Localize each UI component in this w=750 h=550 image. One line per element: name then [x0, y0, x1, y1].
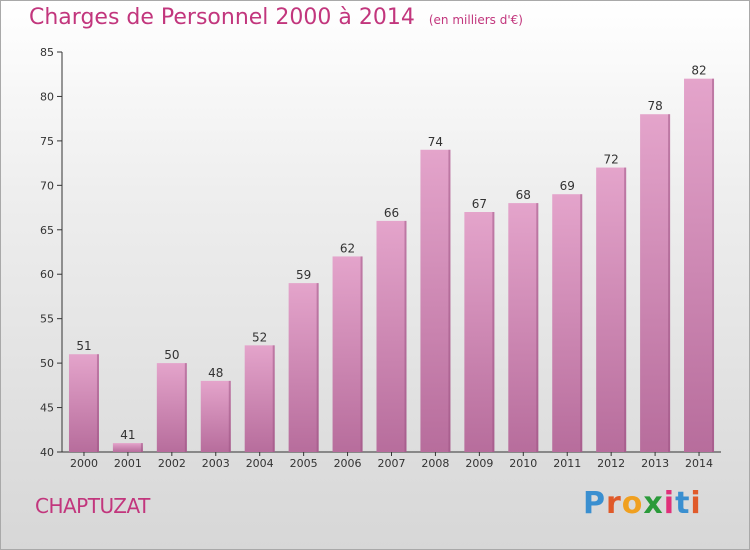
bar	[552, 194, 583, 452]
y-tick-label: 40	[40, 446, 54, 459]
y-tick-label: 75	[40, 135, 54, 148]
logo-letter: r	[606, 486, 622, 521]
bar	[464, 212, 495, 452]
y-tick-label: 55	[40, 313, 54, 326]
x-tick-label: 2013	[641, 457, 669, 470]
bar-shade	[448, 149, 451, 452]
logo-letter: x	[643, 486, 664, 521]
data-label: 41	[120, 428, 135, 442]
y-tick-label: 65	[40, 224, 54, 237]
bar	[508, 203, 539, 452]
data-label: 66	[384, 206, 399, 220]
bar-shade	[536, 203, 539, 452]
bar-shade	[360, 256, 363, 452]
chart-unit-note: (en milliers d'€)	[428, 13, 523, 27]
y-tick-label: 60	[40, 268, 54, 281]
x-tick-label: 2010	[509, 457, 537, 470]
bar	[332, 256, 363, 452]
logo-letter: i	[690, 486, 702, 521]
bar	[420, 149, 451, 452]
x-tick-label: 2005	[290, 457, 318, 470]
data-label: 51	[76, 339, 91, 353]
bar-shade	[668, 114, 671, 452]
bar	[244, 345, 275, 452]
bar	[288, 283, 319, 452]
x-tick-label: 2008	[421, 457, 449, 470]
data-label: 74	[428, 135, 443, 149]
data-label: 78	[647, 99, 662, 113]
y-tick-label: 80	[40, 90, 54, 103]
bar-shade	[316, 283, 319, 452]
logo-letter: o	[621, 486, 644, 521]
logo-letter: P	[583, 486, 606, 521]
y-tick-label: 85	[40, 46, 54, 59]
x-tick-label: 2004	[246, 457, 274, 470]
bar	[156, 363, 187, 452]
x-tick-label: 2003	[202, 457, 230, 470]
data-label: 69	[560, 179, 575, 193]
logo-letter: i	[663, 486, 676, 521]
x-tick-label: 2007	[378, 457, 406, 470]
data-label: 52	[252, 330, 267, 344]
bar-shade	[228, 380, 231, 452]
axes: 40 45 50 55 60 65 70 75 80 85 2000 2001 2002 2003 2004…	[40, 46, 721, 470]
y-tick-label: 50	[40, 357, 54, 370]
logo-letter: t	[675, 486, 691, 521]
bar	[68, 354, 99, 452]
x-tick-label: 2001	[114, 457, 142, 470]
bar-shade	[624, 167, 627, 453]
commune-name: CHAPTUZAT	[35, 494, 150, 518]
bar	[640, 114, 671, 452]
data-label: 67	[472, 197, 487, 211]
bar-shade	[712, 78, 715, 453]
data-label: 50	[164, 348, 179, 362]
x-tick-label: 2012	[597, 457, 625, 470]
data-label: 68	[516, 188, 531, 202]
bar	[376, 220, 407, 452]
bar	[112, 443, 143, 452]
bar-shade	[140, 443, 143, 452]
bar-shade	[96, 354, 99, 452]
proxiti-logo[interactable]: Proxiti	[583, 486, 702, 521]
chart-title: Charges de Personnel 2000 à 2014	[29, 5, 415, 30]
x-tick-label: 2014	[685, 457, 713, 470]
title-block: Charges de Personnel 2000 à 2014 (en mill…	[29, 5, 523, 30]
x-tick-label: 2006	[334, 457, 362, 470]
bar-shade	[492, 212, 495, 452]
data-label: 62	[340, 241, 355, 255]
data-label: 48	[208, 366, 223, 380]
bar-shade	[184, 363, 187, 452]
data-labels: 51 41 50 48 52 59 62 66 74 67 68 69 72 78 82	[76, 64, 706, 442]
y-tick-label: 70	[40, 179, 54, 192]
x-tick-label: 2002	[158, 457, 186, 470]
data-label: 82	[691, 64, 706, 78]
x-tick-label: 2009	[465, 457, 493, 470]
bars	[68, 78, 715, 453]
y-tick-label: 45	[40, 402, 54, 415]
x-tick-label: 2000	[70, 457, 98, 470]
bar-shade	[272, 345, 275, 452]
bar-shade	[404, 220, 407, 452]
bar	[596, 167, 627, 453]
bar-shade	[580, 194, 583, 452]
bar	[684, 78, 715, 453]
data-label: 59	[296, 268, 311, 282]
x-tick-label: 2011	[553, 457, 581, 470]
data-label: 72	[604, 153, 619, 167]
bar	[200, 380, 231, 452]
